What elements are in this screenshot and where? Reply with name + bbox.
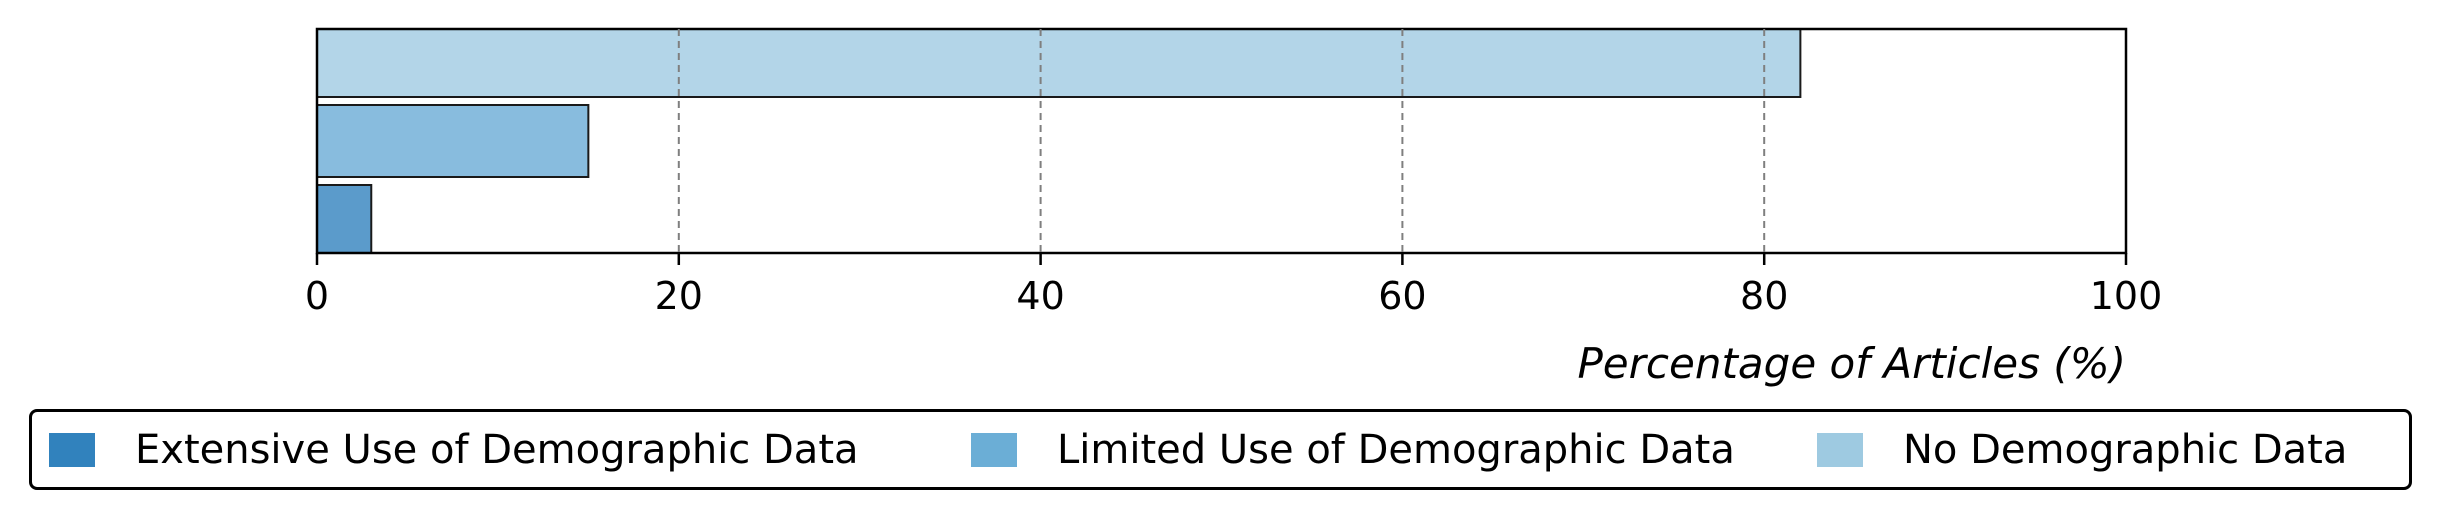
legend-item-0: Extensive Use of Demographic Data (49, 412, 859, 487)
x-tick-label-4: 80 (1740, 274, 1788, 318)
x-axis-ticks: 0 20 40 60 80 100 (305, 253, 2162, 318)
legend-swatch-2 (1817, 432, 1863, 467)
x-tick-label-3: 60 (1378, 274, 1426, 318)
x-tick-label-2: 40 (1016, 274, 1064, 318)
bar-0 (316, 184, 373, 254)
bars (316, 28, 1802, 254)
legend-item-2: No Demographic Data (1817, 412, 2347, 487)
x-axis-title: Percentage of Articles (%) (1577, 339, 2126, 388)
bar-1 (316, 104, 590, 178)
legend-label-2: No Demographic Data (1903, 426, 2348, 473)
bar-2 (316, 28, 1802, 98)
x-tick-label-0: 0 (305, 274, 329, 318)
grid-lines (677, 29, 1766, 253)
legend-swatch-1 (971, 432, 1017, 467)
plot-frame (315, 27, 2128, 255)
bar-chart: 0 20 40 60 80 100 Percentage of Articles (%) (305, 27, 2162, 388)
x-tick-label-1: 20 (655, 274, 703, 318)
legend: Extensive Use of Demographic Data Limited… (29, 409, 2412, 490)
x-tick-label-5: 100 (2090, 274, 2163, 318)
legend-item-1: Limited Use of Demographic Data (971, 412, 1735, 487)
legend-label-1: Limited Use of Demographic Data (1057, 426, 1735, 473)
legend-label-0: Extensive Use of Demographic Data (135, 426, 859, 473)
legend-swatch-0 (49, 432, 95, 467)
